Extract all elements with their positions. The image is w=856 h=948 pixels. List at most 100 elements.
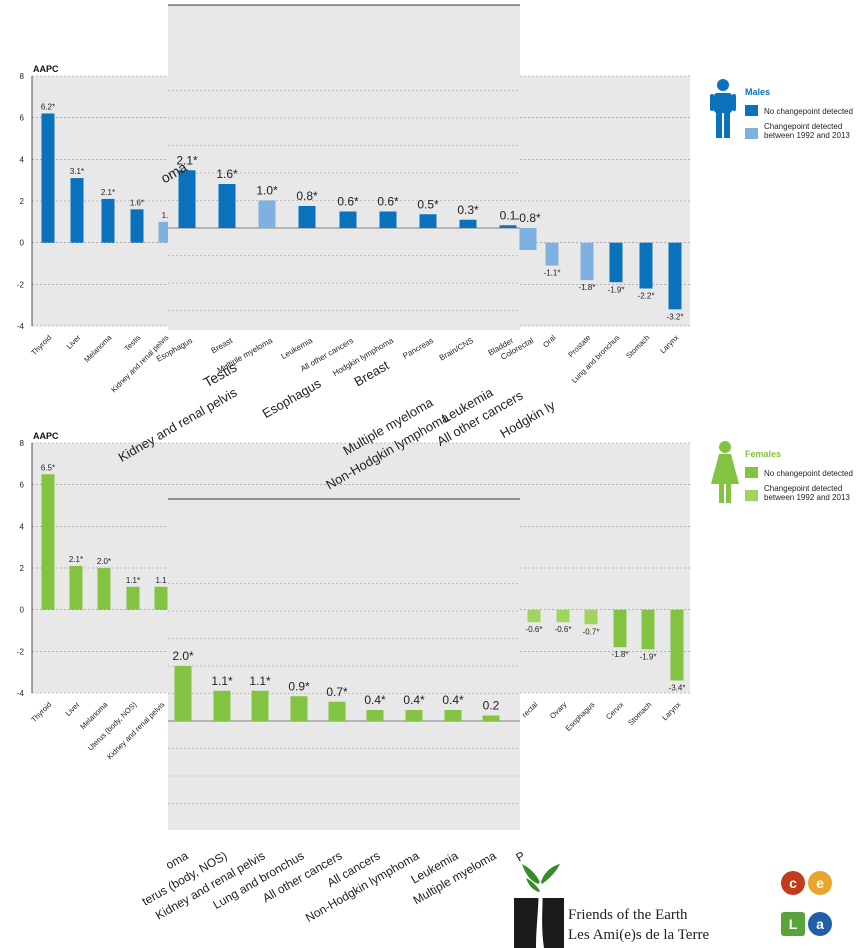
y-tick-label: -4: [17, 322, 25, 331]
overlay-bar: [405, 710, 423, 721]
overlay-data-label: 0.4*: [364, 693, 386, 707]
data-label: 2.0*: [97, 557, 111, 566]
overlay-data-label: 1.1*: [211, 674, 233, 688]
x-tick-label: Prostate: [566, 333, 592, 359]
overlay-data-label: 0.2: [483, 699, 500, 713]
overlay-bar: [444, 710, 462, 721]
overlay-data-label: 0.5*: [417, 197, 439, 211]
changepoint-label: Changepoint detected: [764, 122, 843, 131]
y-tick-label: 8: [20, 439, 25, 448]
x-tick-label: Cervix: [604, 700, 626, 722]
bar: [126, 586, 140, 610]
bar: [584, 609, 598, 625]
data-label: -1.1*: [544, 269, 561, 278]
overlay-data-label: 0.4*: [442, 693, 464, 707]
tree-logo-icon: [514, 864, 564, 948]
overlay-data-label: 2.1*: [176, 153, 198, 167]
y-tick-label: 4: [20, 522, 25, 531]
x-tick-label: Kidney and renal pelvis: [109, 333, 170, 394]
overlay-data-label: 0.8*: [296, 189, 318, 203]
overlay-data-label: 0.9*: [288, 679, 310, 693]
bar: [41, 113, 55, 243]
bar: [527, 609, 541, 623]
bar: [668, 242, 682, 310]
data-label: -0.6*: [526, 625, 543, 634]
data-label: -1.9*: [640, 652, 657, 661]
overlay-panel: [168, 5, 520, 330]
changepoint-label-females: Changepoint detected: [764, 484, 843, 493]
male-figure-icon: [710, 79, 736, 138]
data-label: 3.1*: [70, 167, 84, 176]
data-label: 2.1*: [69, 555, 83, 564]
x-tick-label: Kidney and renal pelvis: [105, 700, 166, 761]
overlay-bar: [290, 696, 308, 721]
overlay-data-label: 2.0*: [172, 649, 194, 663]
y-tick-label: 2: [20, 564, 25, 573]
x-tick-label: Thyroid: [29, 333, 53, 357]
y-tick-label: 8: [20, 72, 25, 81]
bar: [609, 242, 623, 283]
bar: [556, 609, 570, 623]
overlay-bar: [251, 690, 269, 721]
overlay-data-label: 1.0*: [256, 184, 278, 198]
x-tick-label: Stomach: [624, 333, 651, 360]
x-tick-label: Ovary: [548, 700, 569, 721]
data-label: 1.1: [155, 576, 167, 585]
overlay-bar: [218, 184, 236, 228]
data-label: 1.6*: [130, 198, 144, 207]
x-tick-label: Larynx: [658, 333, 680, 355]
female-figure-icon: [711, 441, 739, 503]
changepoint-label-years-females: between 1992 and 2013: [764, 493, 850, 502]
females-legend-title: Females: [745, 449, 782, 459]
overlay-x-tick-label: Pancreas: [401, 336, 435, 361]
overlay-data-label: 0.3*: [457, 203, 479, 217]
x-tick-label: Liver: [65, 333, 83, 351]
badge-c: c: [789, 875, 797, 891]
bar: [545, 242, 559, 266]
changepoint-swatch: [745, 128, 758, 139]
data-label: 6.5*: [41, 463, 55, 472]
changepoint-swatch-females: [745, 490, 758, 501]
data-label: 1.1*: [126, 576, 140, 585]
data-label: -1.8*: [579, 283, 596, 292]
bar: [670, 609, 684, 681]
males-legend-title: Males: [745, 87, 771, 97]
x-tick-label: rectal: [520, 700, 540, 720]
overlay-bar: [459, 219, 477, 228]
brand-line-1: Friends of the Earth: [568, 907, 688, 923]
overlay-panel: [168, 499, 520, 830]
x-tick-label: Thyroid: [29, 700, 53, 724]
x-tick-label: Liver: [64, 700, 82, 718]
y-tick-label: 4: [20, 155, 25, 164]
x-tick-label: Stomach: [626, 700, 653, 727]
y-tick-label: -4: [17, 689, 25, 698]
bar: [154, 586, 168, 610]
y-tick-label: 6: [20, 114, 25, 123]
badge-e: e: [816, 875, 824, 891]
badge-a: a: [816, 916, 824, 932]
females-legend: Females No changepoint detected Changepo…: [710, 440, 856, 510]
y-axis-title: AAPC: [33, 64, 59, 74]
data-label: 2.1*: [101, 188, 115, 197]
y-tick-label: -2: [17, 280, 25, 289]
data-label: -3.4*: [669, 684, 686, 693]
overlay-bar: [258, 200, 276, 228]
overlay-bar: [339, 211, 357, 228]
overlay-x-tick-label: Breast: [209, 336, 234, 356]
y-tick-label: 2: [20, 197, 25, 206]
x-tick-label: Testis: [122, 333, 142, 353]
data-label: 6.2*: [41, 103, 55, 112]
y-tick-label: -2: [17, 647, 25, 656]
data-label: -1.9*: [608, 285, 625, 294]
data-label: 1.: [162, 211, 169, 220]
overlay-data-label: 0.6*: [377, 195, 399, 209]
overlay-data-label: 0.7*: [326, 685, 348, 699]
data-label: -1.8*: [612, 650, 629, 659]
data-label: -0.7*: [583, 627, 600, 636]
overlay-data-label: 1.1*: [249, 674, 271, 688]
bar: [97, 568, 111, 610]
overlay-bar: [419, 214, 437, 228]
data-label: -3.2*: [667, 312, 684, 321]
overlay-bar: [213, 690, 231, 721]
